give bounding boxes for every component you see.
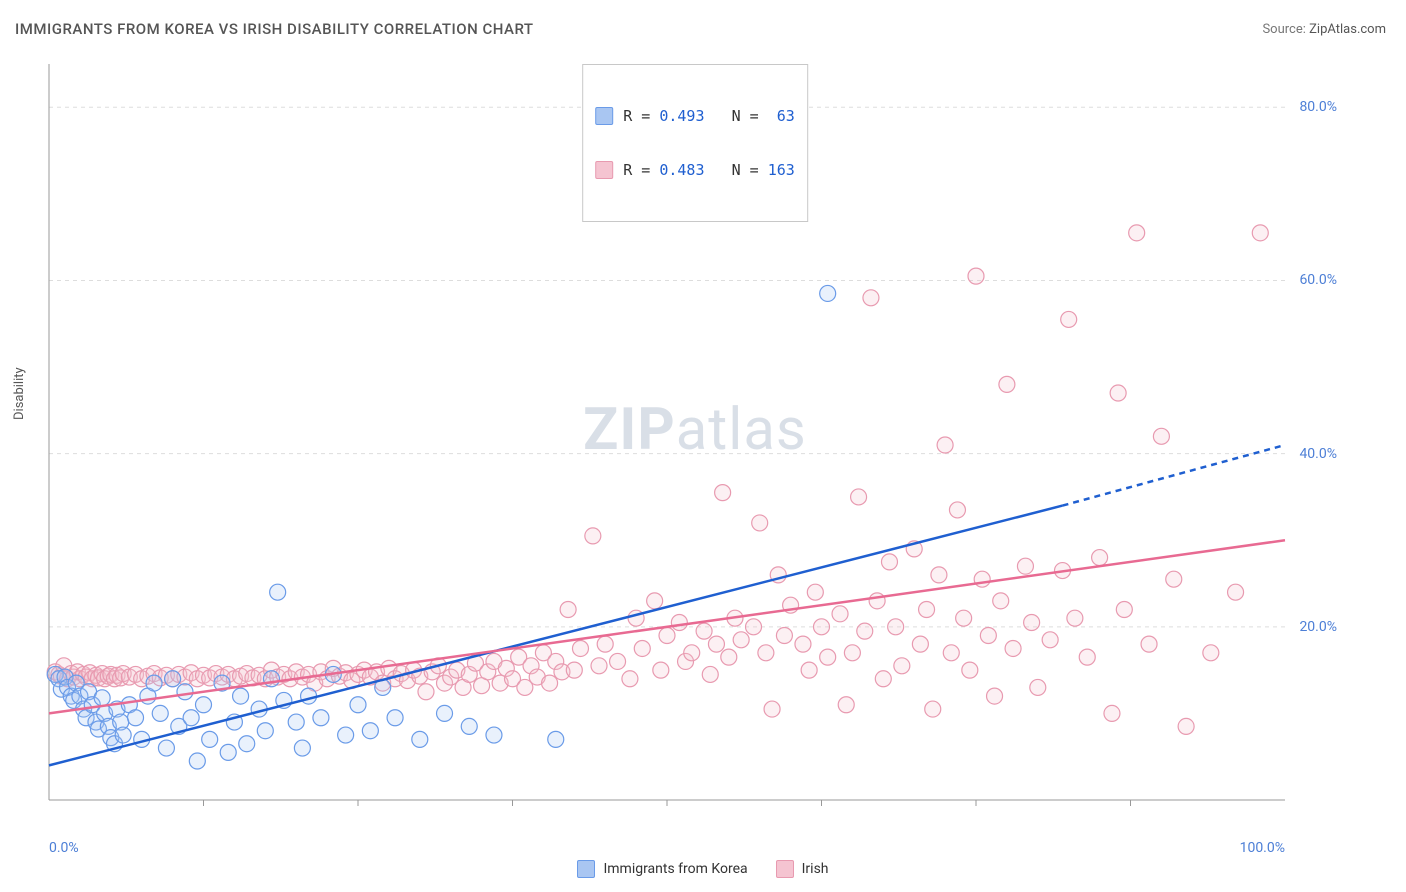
y-tick-label: 40.0% [1299,446,1337,462]
swatch-korea-bottom [577,860,595,878]
y-tick-label: 20.0% [1299,619,1337,635]
legend-irish: Irish [776,860,829,878]
y-tick-label: 60.0% [1299,272,1337,288]
y-axis-label: Disability [12,367,27,420]
swatch-irish [595,161,613,179]
stat-text-irish: R = 0.483 N = 163 [623,161,795,179]
source-value: ZipAtlas.com [1309,22,1386,37]
legend-korea: Immigrants from Korea [577,860,747,878]
swatch-irish-bottom [776,860,794,878]
swatch-korea [595,107,613,125]
x-tick-label: 0.0% [49,840,79,856]
legend-label-irish: Irish [802,861,829,877]
source-attribution: Source: ZipAtlas.com [1262,22,1386,37]
stat-row-irish: R = 0.483 N = 163 [595,161,795,179]
x-tick-label: 100.0% [1240,840,1285,856]
y-tick-label: 80.0% [1299,99,1337,115]
bottom-legend: Immigrants from Korea Irish [0,860,1406,878]
chart-title: IMMIGRANTS FROM KOREA VS IRISH DISABILIT… [15,20,534,38]
source-label: Source: [1262,22,1305,37]
stat-text-korea: R = 0.493 N = 63 [623,107,795,125]
plot-area: R = 0.493 N = 63 R = 0.483 N = 163 ZIPat… [45,60,1345,830]
legend-label-korea: Immigrants from Korea [603,861,747,877]
stat-row-korea: R = 0.493 N = 63 [595,107,795,125]
stat-legend: R = 0.493 N = 63 R = 0.483 N = 163 [582,64,808,222]
